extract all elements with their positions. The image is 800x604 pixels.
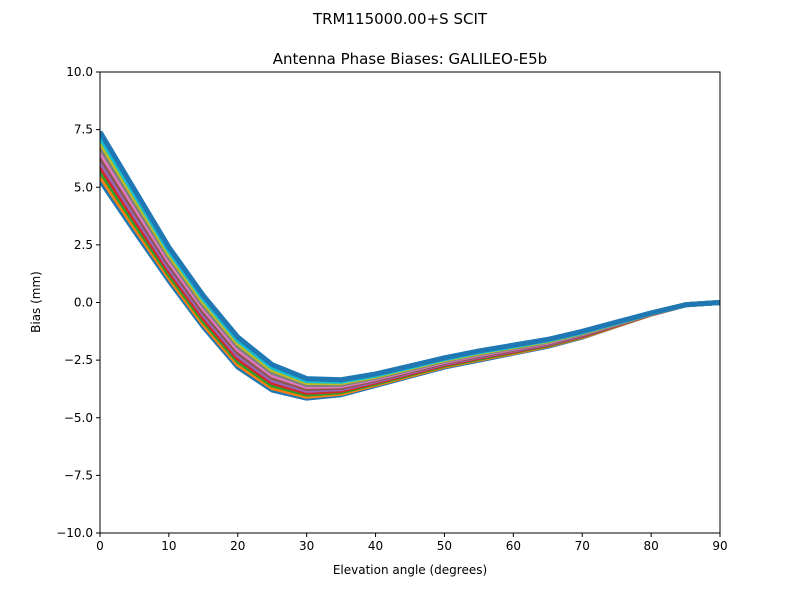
series-line-8 bbox=[100, 140, 720, 386]
x-tick-label: 0 bbox=[96, 539, 104, 553]
plot-frame bbox=[99, 71, 721, 534]
series-line-9 bbox=[100, 135, 720, 384]
y-tick-label: 7.5 bbox=[74, 123, 93, 137]
series-line-7 bbox=[100, 145, 720, 388]
y-tick-label: −10.0 bbox=[56, 526, 93, 540]
x-axis-label: Elevation angle (degrees) bbox=[333, 563, 487, 577]
x-tick-label: 30 bbox=[299, 539, 314, 553]
series-line-5 bbox=[100, 154, 720, 391]
y-tick-label: 5.0 bbox=[74, 180, 93, 194]
x-tick-label: 80 bbox=[643, 539, 658, 553]
x-tick-label: 40 bbox=[368, 539, 383, 553]
x-tick-label: 90 bbox=[712, 539, 727, 553]
x-tick-label: 20 bbox=[230, 539, 245, 553]
series-line-4 bbox=[100, 159, 720, 393]
y-tick-label: 0.0 bbox=[74, 296, 93, 310]
series-line-6 bbox=[100, 149, 720, 389]
y-tick-label: −7.5 bbox=[64, 468, 93, 482]
x-tick-label: 10 bbox=[161, 539, 176, 553]
y-tick-label: 10.0 bbox=[66, 65, 93, 79]
ticks-group: 0 10 20 30 40 50 60 70 80 90 −10.0 −7.5 −5.0 −2.5 0.0 2… bbox=[56, 65, 727, 553]
y-tick-label: 2.5 bbox=[74, 238, 93, 252]
y-tick-label: −2.5 bbox=[64, 353, 93, 367]
x-tick-label: 50 bbox=[437, 539, 452, 553]
series-line-10 bbox=[100, 130, 720, 383]
x-tick-label: 70 bbox=[575, 539, 590, 553]
series-group bbox=[100, 130, 720, 401]
y-axis-label: Bias (mm) bbox=[29, 271, 43, 333]
x-tick-label: 60 bbox=[506, 539, 521, 553]
y-tick-label: −5.0 bbox=[64, 411, 93, 425]
chart-title: Antenna Phase Biases: GALILEO-E5b bbox=[273, 50, 547, 68]
chart-suptitle: TRM115000.00+S SCIT bbox=[312, 10, 488, 28]
